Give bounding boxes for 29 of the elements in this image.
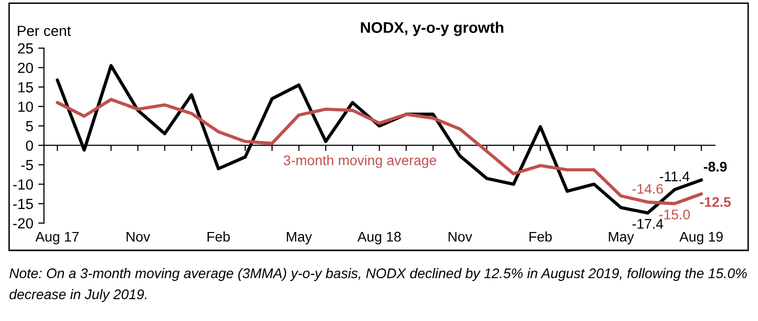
- x-tick-label: Aug 17: [35, 232, 79, 244]
- y-axis-title: Per cent: [18, 26, 71, 36]
- y-tick-label: 5: [26, 121, 33, 132]
- chart-title: NODX, y-o-y growth: [360, 22, 504, 36]
- x-tick-label: Feb: [208, 231, 230, 242]
- y-tick-label: 15: [18, 82, 33, 92]
- data-label: -15.0: [659, 210, 690, 220]
- x-tick-label: May: [286, 232, 312, 244]
- data-label: -8.9: [704, 162, 727, 172]
- x-tick-label: Aug 18: [357, 232, 401, 244]
- data-label: -17.4: [632, 219, 664, 229]
- data-label: -12.5: [700, 197, 731, 207]
- data-label: -11.4: [660, 172, 690, 182]
- x-tick-label: May: [608, 232, 634, 244]
- y-tick-label: 20: [18, 62, 33, 74]
- y-tick-label: -15: [13, 198, 33, 210]
- text: Note: On a 3-month moving average (3MMA) y-o-y basis, NODX declined by 12.5% in August 2019, following the 15.0% decrease in July 2019.: [10, 268, 747, 302]
- x-tick-label: Aug 19: [679, 232, 723, 244]
- y-tick-label: 10: [18, 102, 33, 112]
- y-tick-label: -5: [21, 160, 33, 170]
- series-label: 3-month moving average: [284, 155, 436, 168]
- y-tick-label: 0: [26, 140, 33, 151]
- data-label: -14.6: [632, 184, 663, 194]
- y-tick-label: 25: [18, 43, 33, 54]
- y-tick-label: -10: [13, 179, 33, 190]
- y-tick-label: -20: [13, 218, 33, 229]
- x-tick-label: Nov: [448, 232, 472, 242]
- x-tick-label: Feb: [530, 231, 552, 242]
- x-tick-label: Nov: [126, 232, 150, 242]
